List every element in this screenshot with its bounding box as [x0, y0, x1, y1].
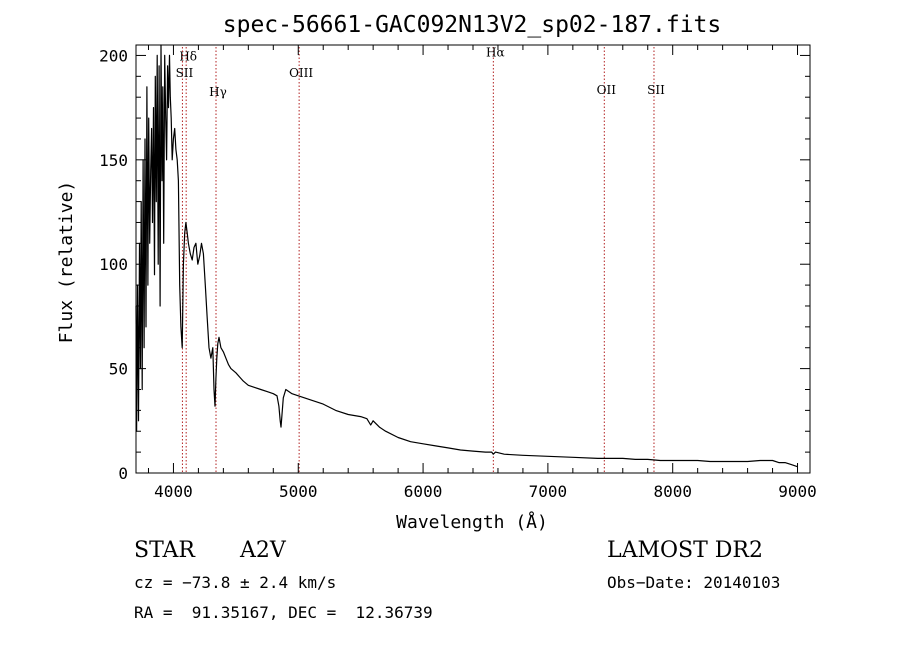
- object-class: STAR: [134, 538, 195, 563]
- chart-title: spec-56661-GAC092N13V2_sp02-187.fits: [223, 12, 722, 38]
- y-axis: 0 50 100 150 200: [99, 46, 810, 483]
- line-label-6: SII: [647, 83, 665, 97]
- y-tick-label: 100: [99, 255, 128, 274]
- coordinates: RA = 91.35167, DEC = 12.36739: [134, 603, 433, 622]
- y-tick-label: 150: [99, 151, 128, 170]
- x-tick-label: 5000: [279, 482, 318, 501]
- x-axis: 4000 5000 6000 7000 8000 9000: [147, 45, 817, 501]
- spectrum-series-line: [135, 44, 798, 468]
- y-tick-label: 0: [118, 464, 128, 483]
- y-tick-label: 50: [109, 360, 128, 379]
- object-subclass: A2V: [240, 538, 286, 563]
- x-tick-label: 6000: [404, 482, 443, 501]
- line-label-2: Hγ: [209, 85, 227, 99]
- obs-date: Obs−Date: 20140103: [607, 573, 781, 592]
- line-label-3: OIII: [289, 66, 313, 80]
- survey-name: LAMOST DR2: [607, 538, 763, 563]
- redshift-cz: cz = −73.8 ± 2.4 km/s: [134, 573, 337, 592]
- plot-frame: [135, 44, 811, 474]
- line-label-0: Hδ: [179, 49, 197, 63]
- x-tick-label: 7000: [529, 482, 568, 501]
- y-tick-label: 200: [99, 46, 128, 65]
- line-label-4: Hα: [486, 45, 505, 59]
- emission-line-markers: Hδ SII Hγ OIII Hα OII SII: [176, 45, 665, 473]
- x-tick-label: 8000: [653, 482, 692, 501]
- x-axis-label: Wavelength (Å): [396, 511, 548, 533]
- line-label-1: SII: [176, 66, 194, 80]
- line-label-5: OII: [597, 83, 617, 97]
- y-axis-label: Flux (relative): [56, 181, 77, 344]
- x-tick-label: 9000: [778, 482, 817, 501]
- x-tick-label: 4000: [154, 482, 193, 501]
